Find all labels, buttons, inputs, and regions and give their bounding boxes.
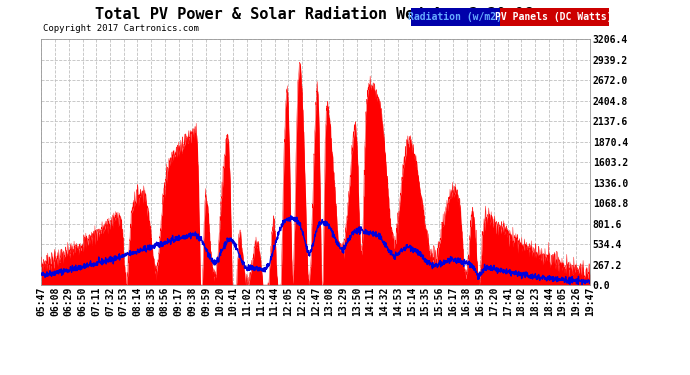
Text: Radiation (w/m2): Radiation (w/m2) bbox=[408, 12, 502, 22]
Text: PV Panels (DC Watts): PV Panels (DC Watts) bbox=[495, 12, 613, 22]
Text: Total PV Power & Solar Radiation Wed Aug 2 20:06: Total PV Power & Solar Radiation Wed Aug… bbox=[95, 6, 533, 22]
Text: Copyright 2017 Cartronics.com: Copyright 2017 Cartronics.com bbox=[43, 24, 199, 33]
